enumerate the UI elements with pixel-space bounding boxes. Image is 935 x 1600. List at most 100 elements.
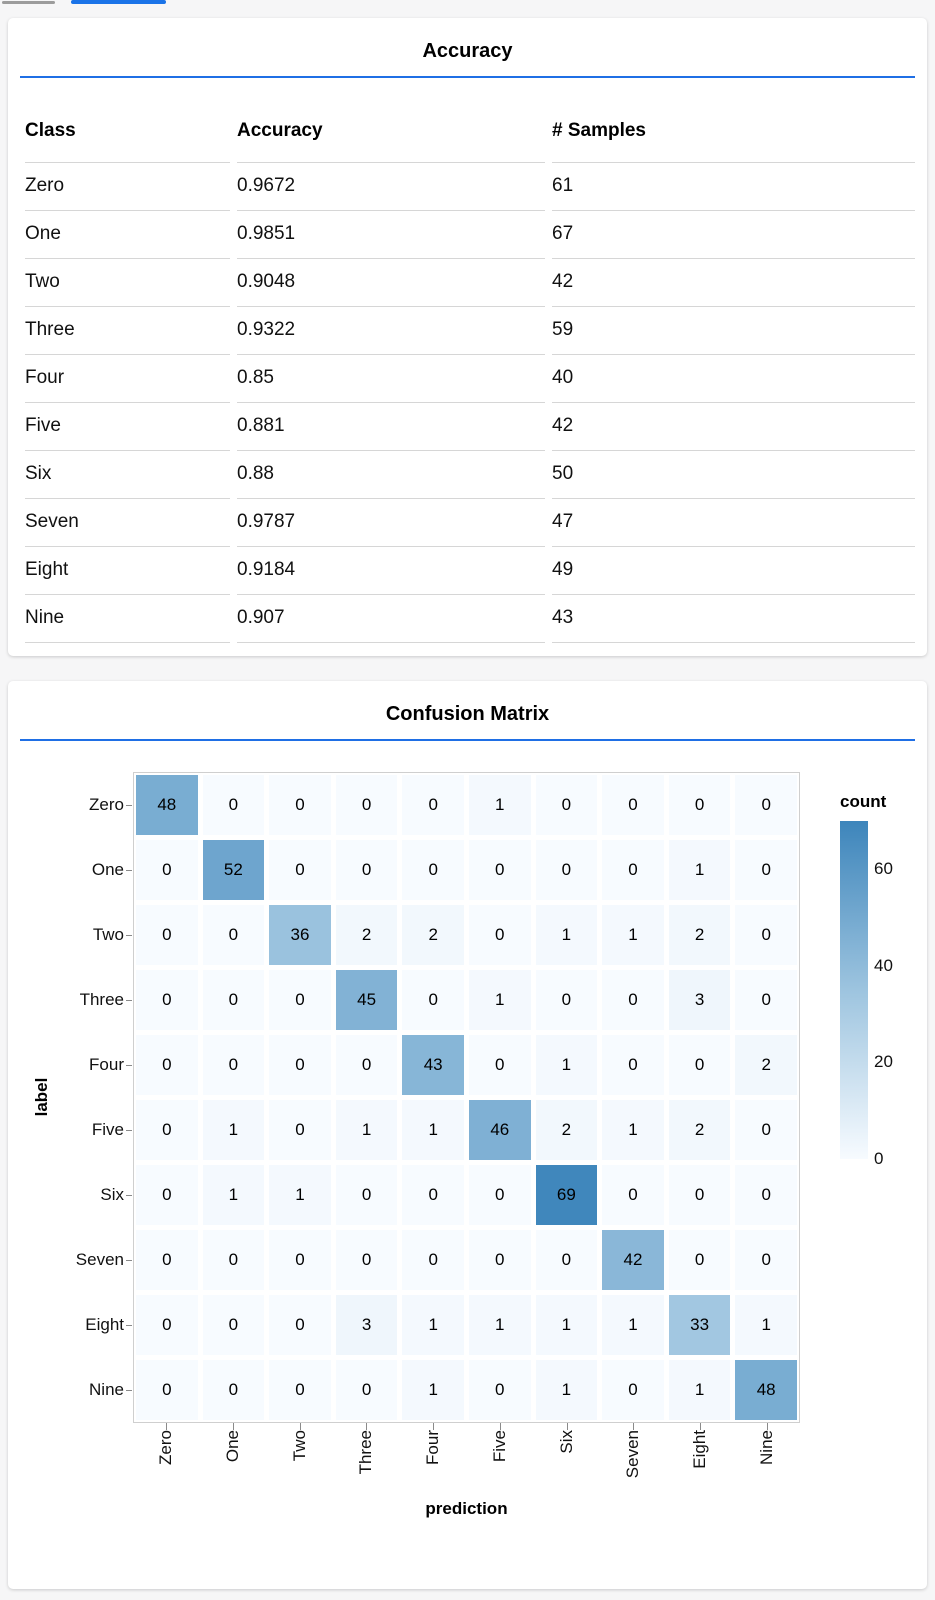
heatmap-cell: 0 <box>269 1230 331 1290</box>
heatmap-cell: 1 <box>468 775 531 835</box>
table-cell: 0.9851 <box>237 210 545 258</box>
x-axis-tick-label: Zero <box>156 1430 191 1465</box>
table-row: Six 0.88 50 <box>25 450 915 498</box>
heatmap-cell: 1 <box>602 905 664 965</box>
x-axis-tick-label: Three <box>356 1430 400 1474</box>
heatmap-cell: 0 <box>602 1035 664 1095</box>
table-header-cell: Accuracy <box>237 120 323 141</box>
heatmap-cell: 0 <box>668 1230 731 1290</box>
heatmap-cell: 33 <box>668 1295 731 1355</box>
heatmap-cell: 1 <box>735 1295 797 1355</box>
x-axis-tick-label-text: Five <box>489 1430 509 1463</box>
heatmap-grid: 48 0 0 0 0 1 0 0 0 0 0 52 0 0 0 0 0 0 1 0 0 0 36 2 2 0 1 1 2 0 0 0 0 45 0 1… <box>133 772 800 1423</box>
y-axis-tick-label: Three <box>79 989 124 1009</box>
heatmap-cell: 0 <box>202 905 265 965</box>
heatmap-cell: 48 <box>136 775 198 835</box>
confusion-title-underline <box>20 739 915 741</box>
heatmap-cell: 0 <box>602 775 664 835</box>
heatmap-cell: 1 <box>402 1100 464 1160</box>
heatmap-cell: 1 <box>402 1360 464 1420</box>
x-axis-tick <box>699 1423 701 1430</box>
legend-tick-label: 0 <box>874 1149 884 1168</box>
y-axis-tick-label: Two <box>92 924 124 944</box>
x-axis-tick-label: Six <box>557 1430 581 1454</box>
heatmap-cell: 1 <box>668 840 731 900</box>
heatmap-cell: 0 <box>735 840 797 900</box>
heatmap-cell: 1 <box>335 1100 398 1160</box>
tab-indicator-active[interactable] <box>71 0 166 4</box>
heatmap-cell: 0 <box>468 1230 531 1290</box>
table-row: Zero 0.9672 61 <box>25 162 915 210</box>
table-row: Four 0.85 40 <box>25 354 915 402</box>
heatmap-cell: 2 <box>668 905 731 965</box>
y-axis-tick <box>126 934 132 936</box>
table-row: One 0.9851 67 <box>25 210 915 258</box>
heatmap-cell: 0 <box>602 1360 664 1420</box>
heatmap-cell: 0 <box>735 775 797 835</box>
x-axis-tick <box>166 1423 168 1430</box>
x-axis-title: prediction <box>425 1499 508 1518</box>
heatmap-cell: 1 <box>535 1035 598 1095</box>
legend-tick-label: 20 <box>874 1052 893 1072</box>
table-row: Five 0.881 42 <box>25 402 915 450</box>
table-cell: 0.881 <box>237 402 545 450</box>
table-cell: 67 <box>552 210 915 258</box>
heatmap-cell: 0 <box>468 1165 531 1225</box>
heatmap-cell: 1 <box>202 1165 265 1225</box>
table-bottom-border <box>237 642 545 643</box>
legend-tick-label: 60 <box>874 859 893 879</box>
heatmap-cell: 0 <box>335 1035 398 1095</box>
heatmap-cell: 0 <box>402 775 464 835</box>
heatmap-cell: 0 <box>335 1230 398 1290</box>
heatmap-cell: 0 <box>468 1360 531 1420</box>
heatmap-cell: 0 <box>335 1360 398 1420</box>
table-cell: 40 <box>552 354 915 402</box>
legend-gradient-bar <box>840 821 868 1159</box>
y-axis-tick <box>126 1260 132 1262</box>
heatmap-cell: 0 <box>136 905 198 965</box>
table-cell: Four <box>25 354 230 402</box>
heatmap-cell: 0 <box>136 1295 198 1355</box>
table-cell: 59 <box>552 306 915 354</box>
x-axis-tick-label-text: Two <box>289 1430 309 1462</box>
y-axis-tick <box>126 869 132 871</box>
heatmap-cell: 0 <box>468 840 531 900</box>
heatmap-cell: 1 <box>535 1360 598 1420</box>
heatmap-cell: 2 <box>735 1035 797 1095</box>
heatmap-cell: 0 <box>468 905 531 965</box>
heatmap-cell: 0 <box>402 1230 464 1290</box>
x-axis-tick <box>433 1423 435 1430</box>
heatmap-cell: 0 <box>402 1165 464 1225</box>
table-cell: Five <box>25 402 230 450</box>
heatmap-cell: 0 <box>402 840 464 900</box>
x-axis-tick-label-text: Four <box>423 1430 443 1465</box>
y-axis-tick-label: Four <box>89 1054 124 1074</box>
legend-title: count <box>840 792 887 811</box>
y-axis-tick <box>126 1064 132 1066</box>
heatmap-cell: 1 <box>202 1100 265 1160</box>
heatmap-cell: 0 <box>136 1165 198 1225</box>
heatmap-cell: 52 <box>202 840 265 900</box>
x-axis-tick-label: Four <box>423 1430 458 1465</box>
table-cell: 0.9184 <box>237 546 545 594</box>
heatmap-cell: 0 <box>335 1165 398 1225</box>
table-header-cell: # Samples <box>552 120 646 141</box>
heatmap-cell: 42 <box>602 1230 664 1290</box>
heatmap-cell: 1 <box>535 905 598 965</box>
tab-indicator-inactive[interactable] <box>2 1 55 4</box>
table-bottom-border-row <box>25 642 915 643</box>
y-axis-tick <box>126 804 132 806</box>
heatmap-cell: 0 <box>269 1360 331 1420</box>
table-bottom-border <box>25 642 230 643</box>
table-cell: Two <box>25 258 230 306</box>
table-cell: 49 <box>552 546 915 594</box>
heatmap-cell: 0 <box>535 970 598 1030</box>
heatmap-cell: 3 <box>668 970 731 1030</box>
heatmap-cell: 0 <box>136 1035 198 1095</box>
x-axis-tick-label-text: One <box>223 1430 243 1463</box>
table-cell: 0.9048 <box>237 258 545 306</box>
table-cell: Nine <box>25 594 230 642</box>
heatmap-cell: 0 <box>202 775 265 835</box>
heatmap-cell: 1 <box>535 1295 598 1355</box>
table-cell: 0.907 <box>237 594 545 642</box>
